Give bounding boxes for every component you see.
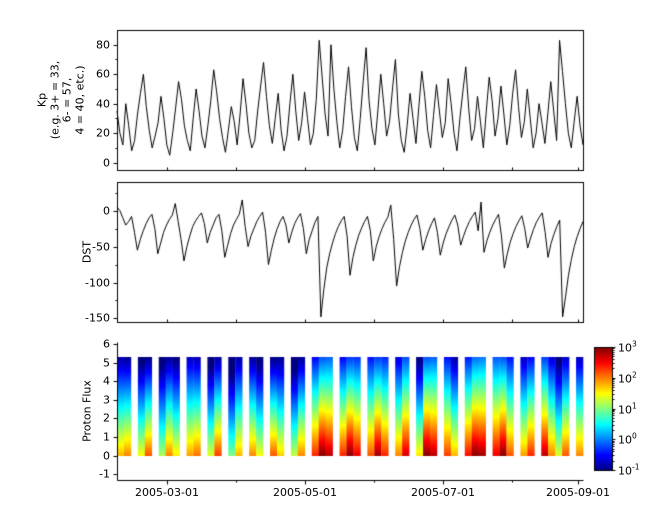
y-tick-label: -100 (85, 276, 110, 290)
x-tick-label: 2005-07-01 (411, 486, 475, 499)
y-tick-label: -50 (92, 240, 110, 254)
y-tick-label: -150 (85, 311, 110, 325)
colorbar-tick-label: 102 (618, 370, 637, 386)
x-tick-label: 2005-03-01 (135, 486, 199, 499)
y-tick-label: 6 (103, 337, 110, 351)
y-tick-label: 3 (103, 393, 110, 407)
y-tick-label: 2 (103, 411, 110, 425)
proton-flux-axis-title: Proton Flux (80, 380, 94, 442)
kp-axis-title: Kp (e.g. 3+ = 33, 6- = 57, 4 = 40, etc.) (35, 60, 87, 140)
y-tick-label: 0 (103, 449, 110, 463)
colorbar-tick-label: 101 (618, 401, 637, 417)
x-tick-label: 2005-05-01 (273, 486, 337, 499)
y-tick-label: -1 (99, 467, 110, 481)
y-tick-label: 4 (103, 374, 110, 388)
colorbar-tick-label: 103 (618, 339, 637, 355)
y-tick-label: 5 (103, 356, 110, 370)
colorbar-tick-label: 10-1 (618, 462, 640, 478)
y-tick-label: 0 (103, 156, 110, 170)
y-tick-label: 60 (96, 67, 110, 81)
colorbar-tick-label: 100 (618, 431, 637, 447)
y-tick-label: 0 (103, 204, 110, 218)
y-tick-label: 40 (96, 97, 110, 111)
x-tick-label: 2005-09-01 (546, 486, 610, 499)
y-tick-label: 20 (96, 126, 110, 140)
y-tick-label: 1 (103, 430, 110, 444)
y-tick-label: 80 (96, 38, 110, 52)
